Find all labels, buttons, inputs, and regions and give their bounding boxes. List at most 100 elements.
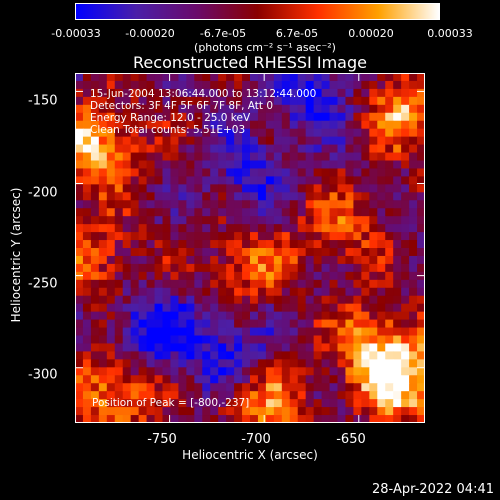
heatmap-cell [281,367,291,376]
heatmap-cell [130,319,140,329]
heatmap-cell [297,96,307,106]
heatmap-cell [170,96,179,106]
heatmap-cell [194,271,203,281]
heatmap-cell [353,88,362,98]
heatmap-cell [75,263,84,273]
heatmap-cell [257,240,267,249]
heatmap-cell [289,192,299,201]
heatmap-cell [234,200,243,209]
heatmap-cell [393,96,402,106]
heatmap-cell [75,128,84,138]
heatmap-cell [385,399,394,408]
heatmap-cell [162,383,172,392]
heatmap-cell [329,287,339,297]
heatmap-cell [98,144,108,154]
heatmap-cell [273,128,283,138]
heatmap-cell [273,303,283,313]
heatmap-cell [281,327,291,337]
heatmap-cell [218,383,227,392]
heatmap-cell [242,415,251,423]
heatmap-cell [345,415,354,423]
heatmap-cell [321,112,331,122]
heatmap-cell [281,351,291,360]
heatmap-cell [385,375,394,384]
colorbar-tick: -0.00033 [51,27,101,40]
heatmap-cell [345,224,354,233]
heatmap-cell [313,232,323,241]
heatmap-cell [273,96,283,106]
heatmap-cell [321,88,331,98]
heatmap-cell [75,248,84,257]
heatmap-cell [114,359,124,368]
heatmap-cell [281,152,291,162]
heatmap-cell [202,407,211,416]
heatmap-cell [273,407,283,416]
heatmap-cell [250,287,259,297]
heatmap-cell [369,359,378,368]
heatmap-cell [273,73,283,82]
heatmap-cell [305,168,315,177]
heatmap-cell [289,80,299,90]
heatmap-cell [242,319,251,329]
heatmap-cell [162,73,172,82]
heatmap-cell [417,232,425,241]
heatmap-cell [114,319,124,329]
heatmap-cell [106,73,116,82]
heatmap-cell [305,184,315,193]
heatmap-cell [321,128,331,138]
heatmap-cell [106,375,116,384]
heatmap-cell [106,208,116,217]
heatmap-cell [361,335,370,345]
heatmap-cell [138,176,148,185]
heatmap-cell [194,224,203,233]
heatmap-cell [138,263,148,273]
heatmap-cell [82,287,92,297]
heatmap-cell [353,73,362,82]
heatmap-cell [146,112,156,122]
heatmap-cell [297,120,307,130]
heatmap-cell [106,200,116,209]
heatmap-cell [106,351,116,360]
heatmap-cell [178,295,187,305]
heatmap-cell [242,248,251,257]
heatmap-cell [409,80,418,90]
heatmap-cell [114,383,124,392]
heatmap-cell [369,383,378,392]
heatmap-cell [242,73,251,82]
heatmap-cell [162,160,172,170]
heatmap-cell [194,391,203,400]
heatmap-cell [242,176,251,185]
heatmap-cell [138,152,148,162]
heatmap-cell [265,152,275,162]
heatmap-cell [226,375,235,384]
heatmap-cell [82,240,92,249]
heatmap-cell [385,144,394,154]
heatmap-cell [313,208,323,217]
heatmap-cell [170,263,179,273]
colorbar-tick: -6.7e-05 [199,27,247,40]
heatmap-cell [361,327,370,337]
heatmap-cell [186,248,195,257]
heatmap-cell [210,271,219,281]
heatmap-cell [281,96,291,106]
heatmap-cell [305,192,315,201]
heatmap-cell [82,248,92,257]
heatmap-cell [361,160,370,170]
heatmap-cell [250,415,259,423]
heatmap-cell [170,287,179,297]
heatmap-cell [170,208,179,217]
heatmap-cell [178,168,187,177]
heatmap-cell [393,152,402,162]
heatmap-cell [377,168,386,177]
heatmap-cell [337,351,347,360]
heatmap-cell [313,399,323,408]
heatmap-cell [313,152,323,162]
heatmap-cell [130,263,140,273]
heatmap-cell [106,192,116,201]
heatmap-cell [265,335,275,345]
heatmap-cell [82,335,92,345]
heatmap-cell [281,399,291,408]
heatmap-cell [393,399,402,408]
heatmap-cell [146,303,156,313]
heatmap-cell [98,359,108,368]
